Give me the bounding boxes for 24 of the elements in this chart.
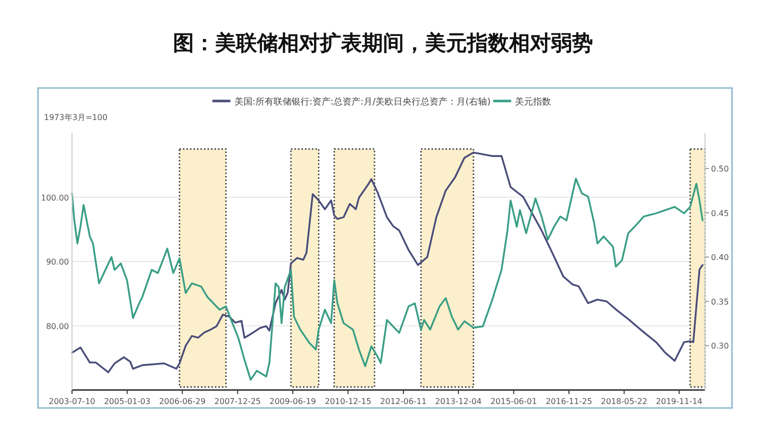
x-tick-label: 2019-11-14	[656, 397, 702, 406]
x-tick-label: 2012-06-11	[380, 397, 427, 406]
legend-label: 美元指数	[515, 96, 552, 108]
chart-title: 图：美联储相对扩表期间，美元指数相对弱势	[173, 30, 593, 55]
x-tick-label: 2015-06-01	[490, 397, 537, 406]
y2-tick-label: 0.45	[711, 208, 729, 218]
x-tick-label: 2016-11-25	[546, 397, 592, 406]
y-tick-label: 90.00	[46, 258, 69, 266]
x-tick-label: 2005-01-03	[104, 397, 150, 406]
x-tick-label: 2010-12-15	[324, 397, 372, 406]
legend-label: 美国:所有联储银行:资产:总资产:月/美欧日央行总资产：月(右轴)	[234, 96, 491, 108]
y2-tick-label: 0.35	[711, 297, 729, 306]
x-tick-label: 2007-12-25	[214, 397, 261, 406]
x-tick-label: 2003-07-10	[48, 397, 96, 406]
x-tick-label: 2009-06-19	[270, 397, 316, 406]
x-tick-label: 2018-05-22	[600, 397, 648, 406]
y-axis-title: 1973年3月=100	[44, 113, 108, 122]
y-tick-label: 80.00	[46, 322, 69, 331]
x-tick-label: 2013-12-04	[435, 397, 482, 406]
y2-tick-label: 0.30	[711, 342, 729, 351]
y2-tick-label: 0.50	[711, 164, 729, 174]
x-tick-label: 2006-06-29	[159, 397, 206, 406]
y2-tick-label: 0.40	[711, 253, 729, 262]
y-tick-label: 100.00	[41, 193, 69, 202]
